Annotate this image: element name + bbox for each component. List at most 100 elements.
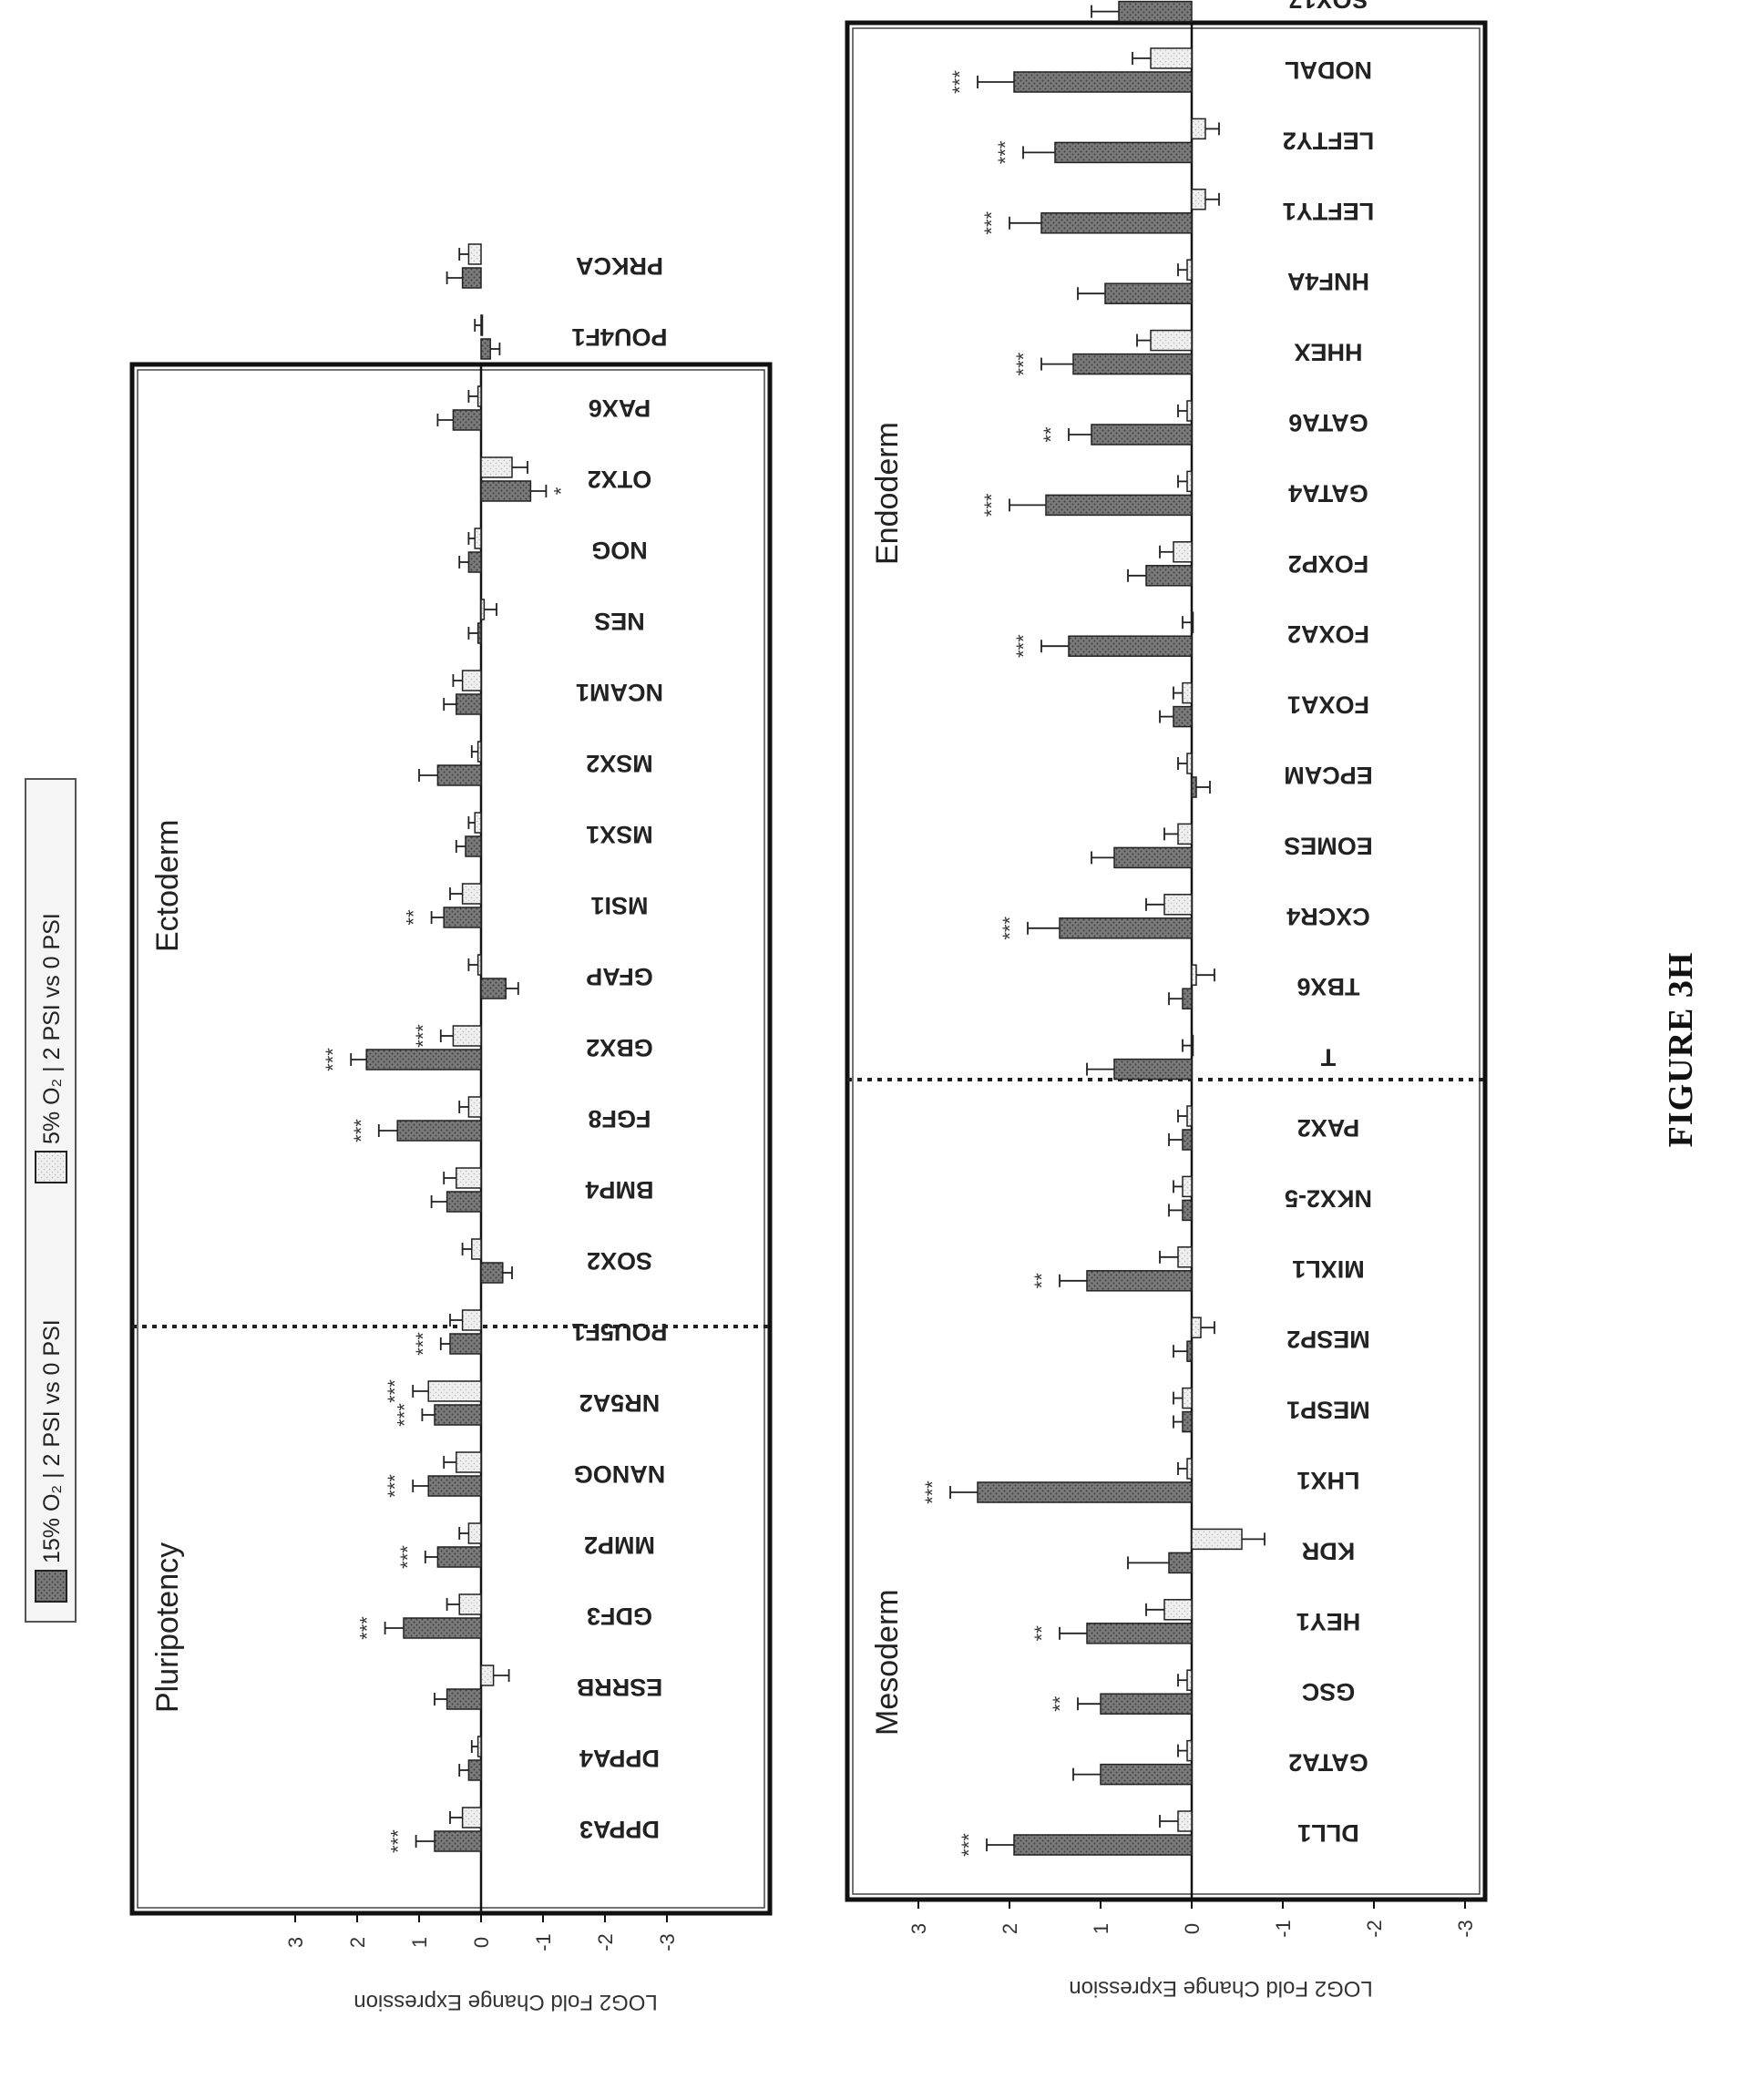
category-label: NR5A2: [579, 1389, 661, 1417]
bar-5pct-o2: [476, 741, 482, 763]
category-label: NKX2-5: [1285, 1184, 1372, 1212]
significance-marker: **: [1030, 1273, 1053, 1289]
bar-15pct-o2: [452, 409, 482, 431]
significance-marker: ***: [994, 140, 1017, 164]
bar-15pct-o2: [1104, 282, 1193, 304]
significance-marker: ***: [384, 1379, 406, 1403]
bar-15pct-o2: [467, 551, 482, 573]
category-label: EOMES: [1284, 832, 1373, 859]
y-tick-label: 0: [470, 1937, 493, 1948]
category-label: DLL1: [1297, 1819, 1359, 1847]
category-label: SOX17: [1288, 0, 1368, 14]
category-label: BMP4: [585, 1176, 653, 1204]
category-label: LEFTY2: [1283, 127, 1375, 154]
bar-15pct-o2: [1182, 988, 1193, 1009]
bar-5pct-o2: [476, 954, 482, 976]
category-label: HEY1: [1296, 1608, 1361, 1635]
significance-marker: ***: [396, 1545, 419, 1569]
bar-15pct-o2: [1191, 776, 1197, 798]
bar-15pct-o2: [1182, 1129, 1193, 1151]
significance-marker: ***: [948, 70, 971, 94]
bar-5pct-o2: [458, 1593, 482, 1615]
significance-marker: *: [549, 487, 572, 495]
category-label: GBX2: [586, 1034, 653, 1061]
bar-5pct-o2: [1186, 1105, 1193, 1127]
bar-15pct-o2: [1182, 1199, 1193, 1222]
significance-marker: ***: [412, 1024, 435, 1048]
bar-15pct-o2: [1113, 1058, 1193, 1081]
bar-5pct-o2: [427, 1380, 482, 1402]
significance-marker: **: [1049, 1695, 1071, 1712]
bar-15pct-o2: [1054, 141, 1193, 164]
legend-swatch-light: [35, 1151, 67, 1183]
category-label: DPPA4: [579, 1745, 660, 1772]
significance-marker: ***: [921, 1480, 944, 1504]
y-tick-label: -3: [1454, 1920, 1477, 1938]
significance-marker: ***: [387, 1829, 410, 1853]
legend-label-light: 5% O₂ | 2 PSI vs 0 PSI: [39, 913, 65, 1144]
section-label: Mesoderm: [870, 1589, 905, 1736]
category-label: POU4F1: [571, 323, 667, 351]
bar-5pct-o2: [1191, 1528, 1243, 1551]
category-label: GSC: [1302, 1678, 1356, 1706]
bar-5pct-o2: [1177, 1246, 1193, 1268]
category-label: GATA6: [1288, 409, 1368, 436]
bar-5pct-o2: [474, 528, 482, 549]
plot-frame: [129, 362, 773, 1916]
bar-15pct-o2: [465, 835, 482, 857]
significance-marker: ***: [999, 917, 1021, 940]
category-label: GATA4: [1288, 479, 1368, 507]
category-label: MIXL1: [1292, 1255, 1365, 1283]
bar-5pct-o2: [1191, 1316, 1202, 1338]
figure-label: FIGURE 3H: [1662, 951, 1700, 1148]
bar-15pct-o2: [443, 907, 482, 928]
y-tick-label: -2: [1363, 1920, 1386, 1938]
bar-15pct-o2: [446, 1191, 482, 1213]
category-label: MESP1: [1286, 1397, 1370, 1424]
bar-15pct-o2: [403, 1617, 482, 1639]
bar-5pct-o2: [1186, 470, 1193, 493]
bar-5pct-o2: [480, 456, 513, 478]
category-label: NODAL: [1285, 56, 1372, 84]
bar-5pct-o2: [1177, 1810, 1193, 1832]
bar-15pct-o2: [436, 764, 482, 786]
significance-marker: ***: [350, 1119, 373, 1142]
category-label: T: [1320, 1044, 1336, 1071]
bar-15pct-o2: [1013, 71, 1193, 93]
legend-box: [25, 778, 77, 1623]
bar-15pct-o2: [480, 338, 491, 360]
category-label: FGF8: [588, 1105, 651, 1132]
bar-5pct-o2: [456, 1167, 482, 1189]
category-label: ESRRB: [577, 1674, 663, 1701]
y-tick-label: 1: [408, 1937, 431, 1948]
bar-5pct-o2: [1150, 329, 1193, 352]
bar-5pct-o2: [1191, 189, 1206, 210]
category-label: MMP2: [584, 1531, 655, 1559]
bar-15pct-o2: [449, 1333, 482, 1355]
y-tick-label: -1: [1272, 1920, 1295, 1938]
category-label: NOG: [591, 537, 648, 564]
category-label: PAX6: [589, 394, 651, 422]
significance-marker: ***: [356, 1616, 379, 1640]
bar-5pct-o2: [471, 1238, 482, 1260]
bar-15pct-o2: [1013, 1834, 1193, 1856]
y-tick-label: -2: [594, 1933, 617, 1951]
bar-5pct-o2: [467, 1522, 482, 1544]
bar-15pct-o2: [1168, 1552, 1193, 1574]
chart-panel-pluripotency-ectoderm: 3 2 1 0 -1 -2 -3 LOG2 Fold Change Expression DPP…: [129, 243, 773, 2014]
bar-15pct-o2: [467, 1759, 482, 1781]
bar-5pct-o2: [1191, 611, 1194, 633]
bar-15pct-o2: [434, 1830, 482, 1852]
category-label: POU5F1: [571, 1318, 667, 1346]
y-axis-label: LOG2 Fold Change Expression: [354, 1990, 658, 2014]
bar-5pct-o2: [480, 599, 486, 620]
significance-marker: **: [1040, 426, 1062, 443]
bar-5pct-o2: [1182, 1387, 1193, 1409]
bar-5pct-o2: [476, 385, 482, 407]
significance-marker: ***: [384, 1474, 406, 1498]
bar-15pct-o2: [1091, 424, 1193, 446]
category-label: NANOG: [574, 1460, 666, 1488]
bar-15pct-o2: [1118, 0, 1193, 23]
category-label: GDF3: [587, 1603, 652, 1630]
significance-marker: ***: [980, 493, 1003, 517]
